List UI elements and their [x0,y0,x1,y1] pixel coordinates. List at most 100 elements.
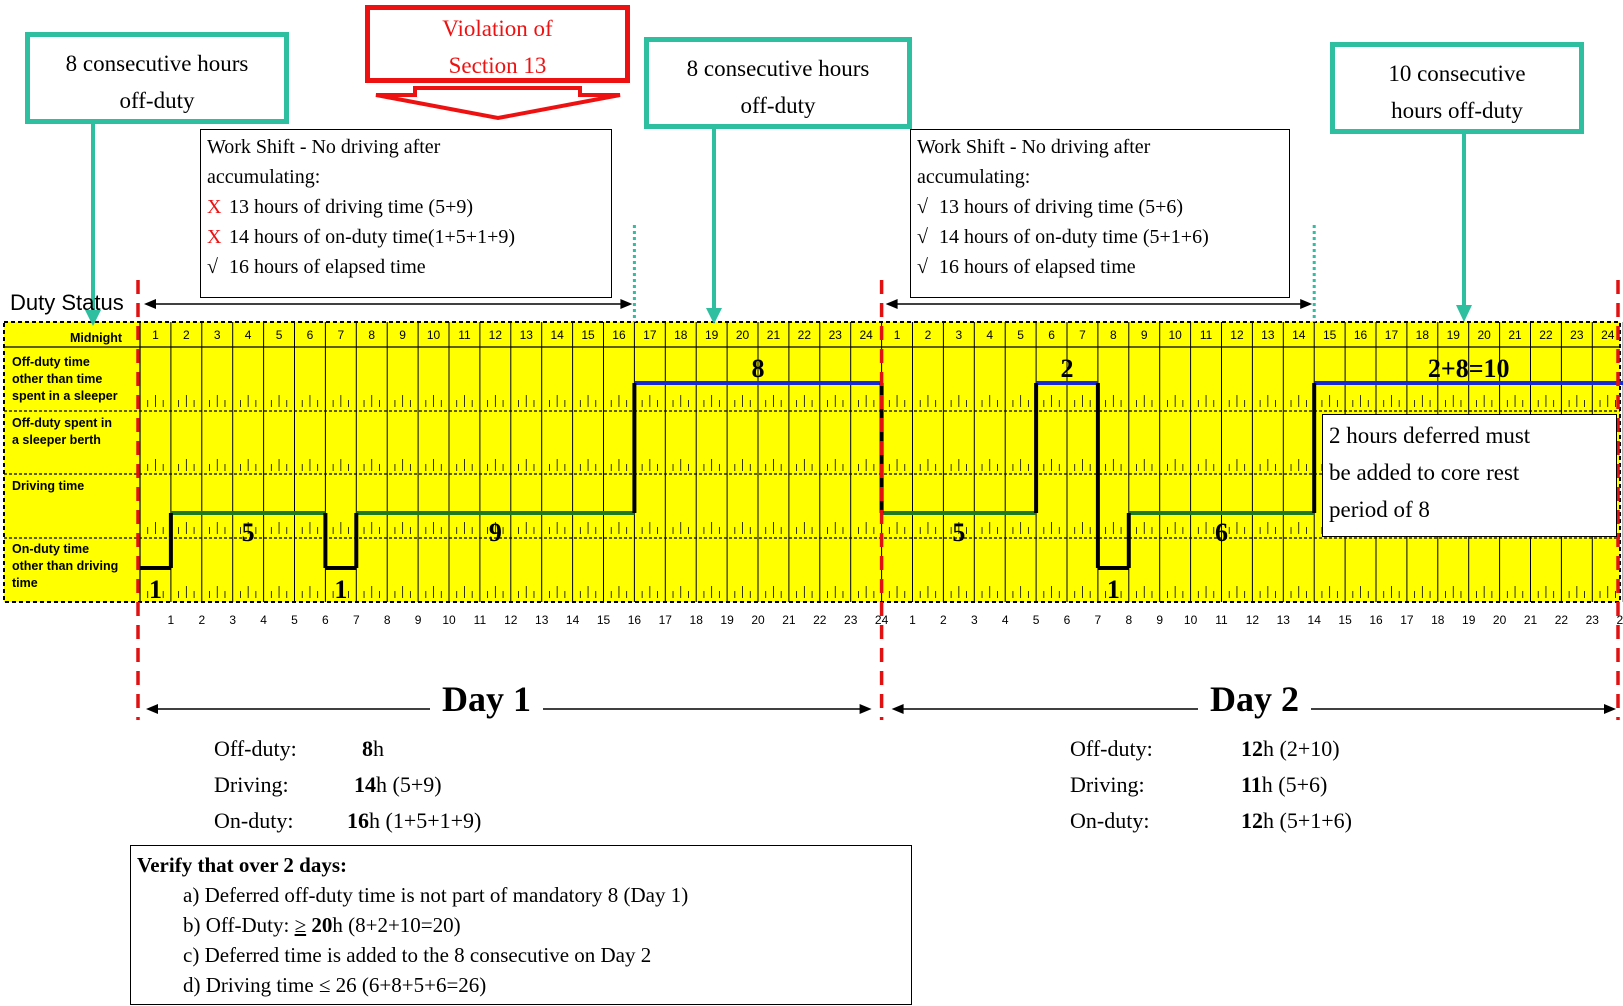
hour-label-top: 13 [520,328,534,342]
hour-label-top: 3 [956,328,963,342]
hour-label-top: 1 [152,328,159,342]
hour-label-bottom: 3 [229,613,236,627]
hour-label-top: 6 [1048,328,1055,342]
hour-label-bottom: 10 [442,613,456,627]
row-label-on-duty: On-duty time other than driving time [12,542,119,590]
hour-label-bottom: 1 [168,613,175,627]
hour-label-bottom: 1 [909,613,916,627]
hour-label-top: 18 [674,328,688,342]
hour-label-bottom: 8 [1125,613,1132,627]
hour-label-top: 3 [214,328,221,342]
day1-span-arrow-head-right [859,704,872,714]
verify-item-d: d) Driving time ≤ 26 (6+8+5+6=26) [183,973,487,997]
check-icon: √ [207,256,218,278]
segment-label: 6 [1215,518,1228,547]
shift-span-day2-arrow-head-right [1300,299,1313,309]
hour-label-top: 13 [1261,328,1275,342]
day2-span-arrow-head-left [891,704,904,714]
day1-summary: Off-duty: 8h Driving: 14h (5+9) On-duty: 16… [214,731,481,839]
hour-label-top: 20 [736,328,750,342]
verify-box: Verify that over 2 days: a) Deferred off… [130,845,912,1005]
hour-label-bottom: 13 [1277,613,1291,627]
hour-label-bottom: 5 [291,613,298,627]
hour-label-top: 2 [925,328,932,342]
hour-label-top: 11 [458,328,471,342]
callout2-pointer-head [706,308,722,324]
day2-driving: Driving: 11h (5+6) [1070,772,1328,797]
segment-label: 2+8=10 [1428,354,1510,383]
day2-span-arrow-head-right [1604,704,1616,714]
work-shift-box-day1: Work Shift - No driving after accumulati… [200,129,612,298]
hour-label-bottom: 12 [504,613,518,627]
check-icon: √ [917,226,928,248]
hour-label-top: 18 [1416,328,1430,342]
hour-label-top: 12 [1230,328,1244,342]
hour-label-bottom: 11 [474,613,487,627]
hour-label-bottom: 5 [1033,613,1040,627]
segment-label: 5 [242,518,255,547]
day1-off-duty: Off-duty: 8h [214,736,384,761]
verify-item-c: c) Deferred time is added to the 8 conse… [183,943,652,967]
hour-label-bottom: 24 [1617,613,1623,627]
day1-span-arrow-head-left [146,704,158,714]
shift-span-day1-arrow-head-right [620,299,633,309]
row-label-sleeper: Off-duty spent in a sleeper berth [12,416,112,447]
hour-label-top: 17 [643,328,657,342]
hour-label-top: 15 [581,328,595,342]
hour-label-bottom: 23 [1586,613,1600,627]
hour-label-top: 14 [550,328,564,342]
duty-status-label: Duty Status [10,290,124,315]
hour-label-top: 22 [798,328,812,342]
hour-label-top: 16 [1354,328,1368,342]
check-icon: √ [917,256,928,278]
hour-label-top: 12 [489,328,503,342]
hour-label-top: 23 [1570,328,1584,342]
hour-label-bottom: 9 [1156,613,1163,627]
callout1-pointer-head [85,310,101,326]
shift-span-day1-arrow-head-left [144,299,156,309]
hour-label-top: 16 [612,328,626,342]
hour-label-top: 7 [1079,328,1086,342]
verify-item-b: b) Off-Duty: ≥ 20h (8+2+10=20) [183,913,461,937]
hour-label-bottom: 15 [1338,613,1352,627]
segment-label: 1 [334,575,347,604]
hour-label-bottom: 2 [198,613,205,627]
hour-label-top: 8 [368,328,375,342]
hour-label-top: 19 [1447,328,1461,342]
row-label-driving: Driving time [12,479,85,493]
hour-label-top: 17 [1385,328,1399,342]
hour-label-top: 22 [1539,328,1553,342]
x-icon: X [207,196,222,218]
hour-label-top: 10 [427,328,441,342]
hour-label-bottom: 19 [1462,613,1476,627]
callout3-pointer-head [1456,305,1472,322]
hour-label-bottom: 22 [1555,613,1569,627]
segment-label: 1 [149,575,162,604]
segment-label: 2 [1061,354,1074,383]
work-shift-box-day2: Work Shift - No driving after accumulati… [910,129,1290,298]
hour-label-bottom: 24 [875,613,889,627]
hour-label-top: 23 [829,328,843,342]
hour-label-top: 21 [767,328,781,342]
hour-label-bottom: 7 [353,613,360,627]
day2-title: Day 2 [1198,678,1311,720]
shift-span-day2-arrow-head-left [885,299,898,309]
hour-label-top: 5 [276,328,283,342]
hour-label-bottom: 4 [260,613,267,627]
hour-label-bottom: 18 [1431,613,1445,627]
hour-label-top: 6 [307,328,314,342]
x-icon: X [207,226,222,248]
hour-label-bottom: 6 [1064,613,1071,627]
hour-label-bottom: 11 [1215,613,1228,627]
hour-label-bottom: 19 [720,613,734,627]
verify-item-a: a) Deferred off-duty time is not part of… [183,883,689,907]
deferred-note: 2 hours deferred must be added to core re… [1322,414,1617,537]
callout-off-duty-mid: 8 consecutive hours off-duty [644,37,912,129]
hour-label-bottom: 8 [384,613,391,627]
hour-label-top: 11 [1200,328,1213,342]
segment-label: 9 [489,518,502,547]
segment-label: 1 [1107,575,1120,604]
hour-label-top: 4 [245,328,252,342]
hour-label-top: 2 [183,328,190,342]
hour-label-bottom: 15 [597,613,611,627]
